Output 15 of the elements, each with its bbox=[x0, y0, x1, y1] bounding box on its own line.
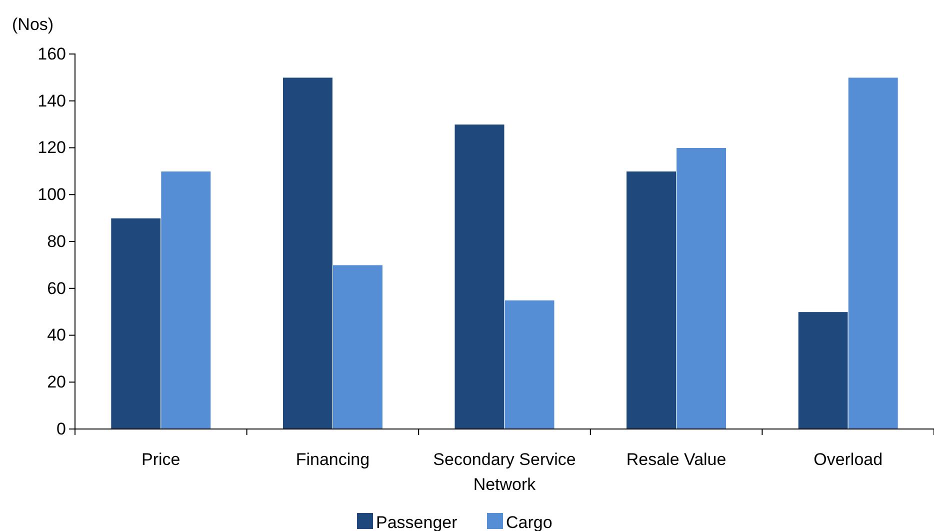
x-tick-label: Overload bbox=[814, 450, 883, 469]
y-tick-label: 160 bbox=[38, 44, 66, 64]
y-tick-label: 20 bbox=[47, 372, 66, 392]
x-tick-label: Price bbox=[142, 450, 180, 469]
y-tick-label: 140 bbox=[38, 91, 66, 110]
x-tick-label: Financing bbox=[296, 450, 370, 469]
y-tick-label: 0 bbox=[56, 419, 66, 438]
x-tick-label: Resale Value bbox=[626, 450, 726, 469]
y-tick-label: 120 bbox=[38, 138, 66, 158]
y-axis-title: (Nos) bbox=[12, 15, 54, 34]
x-tick-label: Secondary Service Network bbox=[433, 450, 576, 494]
y-tick-label: 60 bbox=[47, 278, 66, 298]
y-tick-label: 80 bbox=[47, 232, 66, 251]
y-tick-label: 100 bbox=[38, 185, 66, 204]
y-tick-label: 40 bbox=[47, 326, 66, 345]
